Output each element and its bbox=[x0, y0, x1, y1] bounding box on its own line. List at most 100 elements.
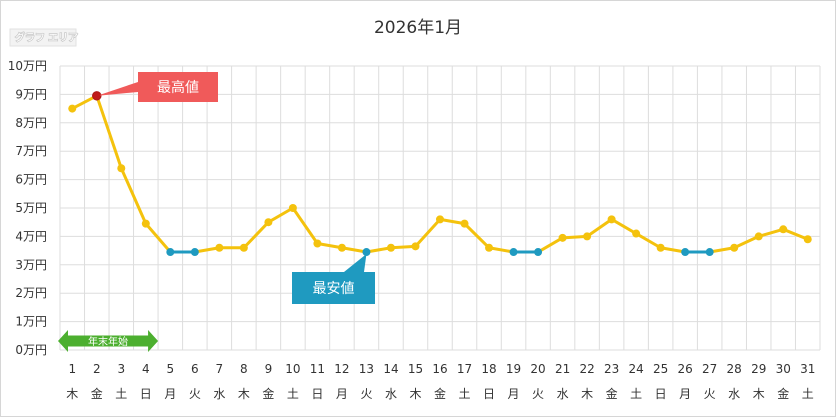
y-tick-label: 8万円 bbox=[15, 116, 47, 130]
x-tick-day: 3 bbox=[117, 362, 125, 376]
x-tick-day: 30 bbox=[776, 362, 791, 376]
y-tick-label: 5万円 bbox=[15, 201, 47, 215]
x-tick-weekday: 火 bbox=[189, 387, 201, 401]
x-tick-day: 26 bbox=[678, 362, 693, 376]
x-tick-weekday: 火 bbox=[704, 387, 716, 401]
x-tick-day: 14 bbox=[383, 362, 398, 376]
x-tick-weekday: 土 bbox=[802, 387, 814, 401]
data-point bbox=[485, 243, 494, 252]
x-tick-day: 16 bbox=[432, 362, 447, 376]
x-tick-weekday: 土 bbox=[287, 387, 299, 401]
highest-callout-pointer bbox=[96, 82, 138, 96]
y-tick-label: 10万円 bbox=[8, 59, 47, 73]
data-point bbox=[313, 239, 322, 248]
x-tick-weekday: 木 bbox=[66, 387, 78, 401]
x-tick-day: 21 bbox=[555, 362, 570, 376]
chart-title: 2026年1月 bbox=[374, 18, 462, 38]
highest-callout-box bbox=[138, 72, 218, 102]
highest-callout-label: 最高値 bbox=[157, 79, 199, 96]
data-point bbox=[509, 248, 518, 257]
y-axis-ticks: 0万円 1万円 2万円 3万円 4万円 5万円 6万円 7万円 8万円 9万円 10万円 bbox=[8, 59, 47, 357]
x-tick-day: 23 bbox=[604, 362, 619, 376]
year-end-band-label: 年末年始 bbox=[88, 335, 128, 348]
x-tick-weekday: 月 bbox=[679, 387, 691, 401]
x-tick-weekday: 水 bbox=[213, 387, 225, 401]
data-point bbox=[583, 232, 592, 241]
x-tick-day: 17 bbox=[457, 362, 472, 376]
data-point bbox=[460, 219, 469, 228]
y-tick-label: 6万円 bbox=[15, 173, 47, 187]
x-tick-day: 7 bbox=[216, 362, 224, 376]
x-tick-weekday: 月 bbox=[508, 387, 520, 401]
x-tick-day: 13 bbox=[359, 362, 374, 376]
x-tick-weekday: 火 bbox=[360, 387, 372, 401]
x-tick-weekday: 金 bbox=[91, 386, 103, 401]
x-tick-weekday: 金 bbox=[606, 386, 618, 401]
data-point bbox=[386, 243, 395, 252]
x-tick-day: 24 bbox=[628, 362, 643, 376]
data-point bbox=[215, 243, 224, 252]
x-tick-day: 1 bbox=[68, 362, 76, 376]
x-tick-day: 19 bbox=[506, 362, 521, 376]
x-tick-day: 6 bbox=[191, 362, 199, 376]
x-tick-weekday: 金 bbox=[262, 386, 274, 401]
x-tick-weekday: 日 bbox=[140, 387, 152, 401]
x-tick-day: 18 bbox=[481, 362, 496, 376]
y-tick-label: 2万円 bbox=[15, 286, 47, 300]
grid bbox=[59, 65, 821, 351]
data-point bbox=[411, 242, 420, 251]
y-tick-label: 9万円 bbox=[15, 87, 47, 101]
data-point bbox=[607, 215, 616, 224]
data-point bbox=[436, 215, 444, 224]
x-tick-day: 10 bbox=[285, 362, 300, 376]
lowest-callout: 最安値 bbox=[292, 254, 375, 304]
chart-area-label: グラフ エリア bbox=[15, 31, 78, 44]
x-tick-weekday: 金 bbox=[434, 386, 446, 401]
x-tick-weekday: 木 bbox=[581, 387, 593, 401]
data-point bbox=[730, 243, 739, 252]
data-point bbox=[534, 248, 543, 257]
x-tick-weekday: 金 bbox=[777, 386, 789, 401]
data-point bbox=[190, 248, 199, 257]
x-tick-day: 2 bbox=[93, 362, 101, 376]
x-tick-weekday: 木 bbox=[753, 387, 765, 401]
x-tick-weekday: 水 bbox=[557, 387, 569, 401]
x-tick-weekday: 木 bbox=[238, 387, 250, 401]
x-tick-day: 27 bbox=[702, 362, 717, 376]
x-tick-weekday: 土 bbox=[115, 387, 127, 401]
x-tick-weekday: 水 bbox=[728, 387, 740, 401]
x-tick-day: 22 bbox=[579, 362, 594, 376]
x-tick-day: 5 bbox=[167, 362, 175, 376]
y-tick-label: 1万円 bbox=[15, 315, 47, 329]
price-series bbox=[68, 91, 812, 257]
data-point bbox=[779, 225, 788, 234]
x-tick-weekday: 火 bbox=[532, 387, 544, 401]
x-tick-day: 20 bbox=[530, 362, 545, 376]
data-point bbox=[166, 248, 175, 257]
x-tick-weekday: 日 bbox=[483, 387, 495, 401]
data-point bbox=[239, 243, 248, 252]
data-point bbox=[803, 235, 812, 244]
x-tick-weekday: 土 bbox=[459, 387, 471, 401]
data-point bbox=[632, 229, 641, 238]
data-point bbox=[362, 248, 371, 257]
x-tick-weekday: 日 bbox=[655, 387, 667, 401]
x-tick-day: 4 bbox=[142, 362, 150, 376]
year-end-band-arrow bbox=[58, 330, 159, 352]
x-tick-weekday: 木 bbox=[409, 387, 421, 401]
highest-callout: 最高値 bbox=[93, 72, 218, 102]
x-tick-weekday: 水 bbox=[385, 387, 397, 401]
lowest-callout-label: 最安値 bbox=[313, 281, 355, 297]
x-tick-weekday: 月 bbox=[336, 387, 348, 401]
data-point bbox=[337, 243, 346, 252]
x-tick-day: 29 bbox=[751, 362, 766, 376]
data-point bbox=[264, 218, 273, 227]
x-tick-day: 15 bbox=[408, 362, 423, 376]
data-point bbox=[656, 243, 665, 252]
x-tick-day: 9 bbox=[265, 362, 273, 376]
lowest-callout-box bbox=[292, 272, 375, 304]
data-point bbox=[705, 248, 714, 257]
y-tick-label: 7万円 bbox=[15, 144, 47, 158]
